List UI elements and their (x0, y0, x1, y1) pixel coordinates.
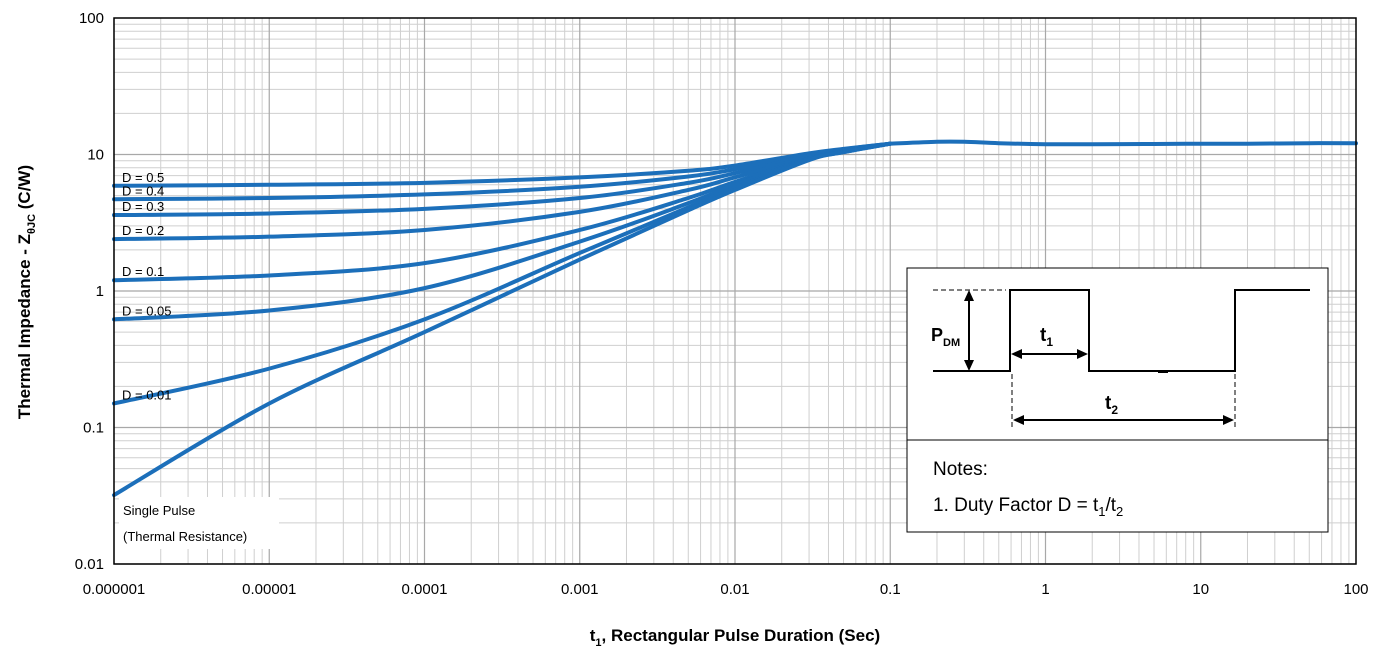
single-pulse-sublabel: (Thermal Resistance) (123, 529, 247, 544)
x-tick-label: 0.00001 (242, 581, 296, 598)
x-tick-label: 10 (1192, 581, 1209, 598)
series-line-steady-state (888, 139, 1358, 147)
x-tick-label: 0.01 (720, 581, 749, 598)
t1-arrow-head-right (1077, 349, 1088, 359)
x-tick-label: 0.000001 (83, 581, 146, 598)
y-tick-label: 0.01 (75, 556, 104, 573)
y-tick-label: 0.1 (83, 420, 104, 437)
x-axis-title: t1, Rectangular Pulse Duration (Sec) (590, 626, 880, 649)
y-tick-labels: 0.01 0.1 1 10 100 (75, 10, 104, 573)
t2-arrow-head-left (1013, 415, 1024, 425)
series-line-d-0-01 (112, 141, 893, 406)
plot-frame (113, 17, 1357, 565)
series-line-single-pulse (112, 141, 893, 498)
series-label-d-0-1: D = 0.1 (122, 264, 164, 279)
pulse-waveform (933, 289, 1310, 372)
series-label-d-0-01: D = 0.01 (122, 388, 172, 403)
x-tick-label: 0.001 (561, 581, 599, 598)
series-label-d-0-3: D = 0.3 (122, 199, 164, 214)
x-tick-label: 0.0001 (402, 581, 448, 598)
pdm-arrow-head-down (964, 360, 974, 371)
single-pulse-label-bg (119, 497, 279, 549)
y-tick-label: 100 (79, 10, 104, 27)
y-tick-label: 10 (87, 147, 104, 164)
t2-arrow-head-right (1223, 415, 1234, 425)
series-labels: D = 0.5D = 0.4D = 0.3 D = 0.2 D = 0.1 D = 0… (122, 170, 172, 403)
single-pulse-label: Single Pulse (123, 503, 195, 518)
x-tick-label: 100 (1343, 581, 1368, 598)
t1-arrow-head-left (1011, 349, 1022, 359)
series-label-d-0-2: D = 0.2 (122, 223, 164, 238)
y-tick-label: 1 (96, 283, 104, 300)
pdm-arrow-head-up (964, 290, 974, 301)
pdm-label: PDM (931, 325, 960, 349)
notes-title: Notes: (933, 459, 988, 480)
series-label-d-0-5: D = 0.5 (122, 170, 164, 185)
series-line-d-0-05 (112, 141, 893, 322)
y-axis-title: Thermal Impedance - ZθJC (C/W) (15, 165, 38, 419)
inset-box (906, 267, 1329, 533)
t2-label: t2 (1105, 393, 1118, 417)
notes-duty-factor: 1. Duty Factor D = t1/t2 (933, 495, 1123, 519)
t1-label: t1 (1040, 325, 1053, 349)
x-tick-label: 1 (1041, 581, 1049, 598)
x-tick-label: 0.1 (880, 581, 901, 598)
inset-diagram: PDM t1 t2 Notes: 1. Duty Factor D = t1/t… (906, 267, 1329, 533)
x-tick-labels: 0.000001 0.00001 0.0001 0.001 0.01 0.1 1 10 100 (83, 581, 1369, 598)
series-label-d-0-4: D = 0.4 (122, 183, 164, 198)
series-lines (112, 139, 1358, 498)
series-label-d-0-05: D = 0.05 (122, 303, 172, 318)
